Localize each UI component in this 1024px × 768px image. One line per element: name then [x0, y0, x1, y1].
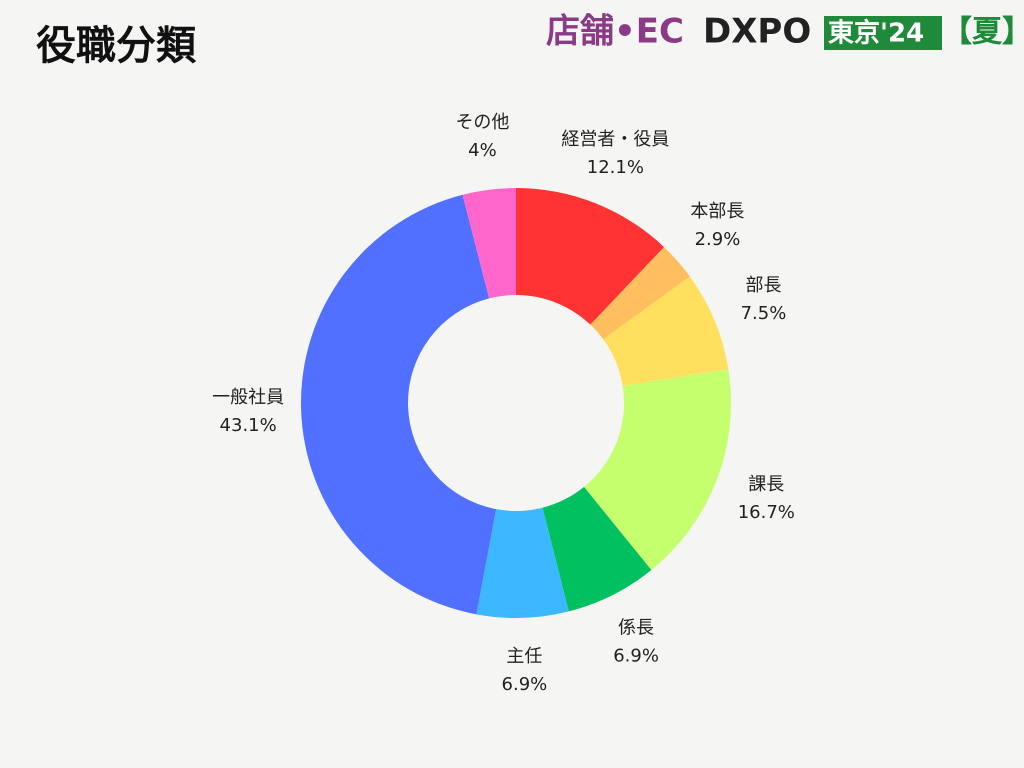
donut-slice — [583, 369, 732, 571]
logo-text: DXPO — [703, 12, 811, 52]
donut-slice — [516, 188, 665, 325]
logo-box — [824, 16, 942, 50]
slice-value-label: 2.9% — [695, 229, 741, 250]
logo-text: 【夏】 — [942, 15, 1024, 50]
slice-label: 一般社員 — [212, 387, 284, 408]
slice-value-label: 6.9% — [502, 674, 548, 695]
slice-value-label: 4% — [468, 140, 497, 161]
slice-label: 部長 — [745, 275, 781, 296]
slice-value-label: 16.7% — [738, 502, 795, 523]
slice-value-label: 7.5% — [741, 303, 787, 324]
slice-value-label: 43.1% — [220, 415, 277, 436]
donut-slice — [590, 247, 690, 340]
logo: 店舗•EC DXPO 東京'24 【夏】 — [546, 12, 1024, 52]
slice-label: 課長 — [748, 474, 784, 495]
slice-value-label: 12.1% — [587, 157, 644, 178]
slice-label: その他 — [455, 112, 509, 133]
page-title: 役職分類 — [36, 23, 197, 69]
slice-label: 主任 — [506, 646, 542, 667]
donut-slice — [462, 188, 516, 299]
logo-text: 東京'24 — [828, 18, 924, 49]
slice-label: 係長 — [618, 618, 654, 639]
donut-slice — [476, 507, 569, 618]
donut-slice — [301, 194, 497, 615]
slice-label: 経営者・役員 — [561, 129, 669, 150]
slice-value-label: 6.9% — [613, 646, 659, 667]
logo-text: 店舗•EC — [546, 12, 684, 52]
donut-slice — [603, 276, 729, 386]
donut-slice — [542, 486, 652, 612]
slice-label: 本部長 — [690, 201, 744, 222]
